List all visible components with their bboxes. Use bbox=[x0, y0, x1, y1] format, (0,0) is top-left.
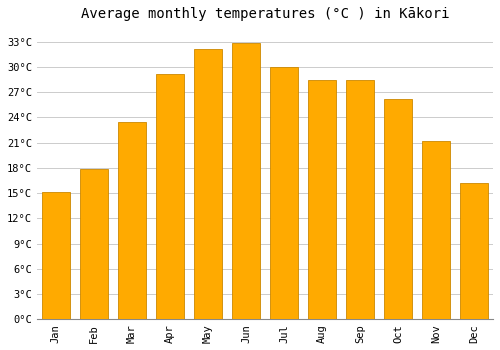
Bar bbox=[118, 122, 146, 320]
Bar bbox=[80, 169, 108, 320]
Bar bbox=[42, 191, 70, 320]
Bar bbox=[308, 80, 336, 320]
Bar bbox=[422, 141, 450, 320]
Bar bbox=[384, 99, 412, 320]
Bar bbox=[346, 80, 374, 320]
Bar bbox=[270, 67, 298, 320]
Title: Average monthly temperatures (°C ) in Kākori: Average monthly temperatures (°C ) in Kā… bbox=[80, 7, 449, 21]
Bar bbox=[194, 49, 222, 320]
Bar bbox=[156, 74, 184, 320]
Bar bbox=[460, 183, 488, 320]
Bar bbox=[232, 43, 260, 320]
